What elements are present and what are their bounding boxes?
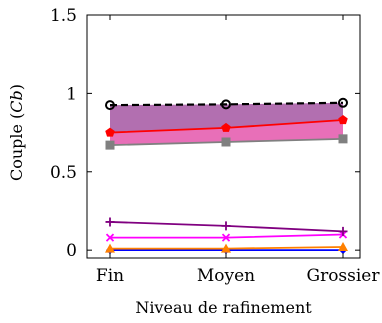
series-0-point-1 — [221, 99, 231, 110]
series-2-point-0 — [105, 140, 115, 150]
series-3 — [105, 217, 348, 236]
series-5 — [105, 242, 348, 253]
series-1 — [105, 115, 348, 137]
y-tick-label-0: 0 — [66, 241, 77, 261]
series-layer — [105, 97, 348, 255]
y-tick-label-2: 1 — [66, 84, 77, 104]
plot-area-frame — [86, 14, 361, 259]
series-3-point-2 — [338, 226, 348, 236]
y-tick-label-3: 1.5 — [50, 6, 77, 26]
series-5-point-1 — [221, 243, 231, 253]
y-axis-title: Couple (Cb) — [7, 84, 26, 181]
series-1-point-2 — [338, 115, 348, 125]
series-1-point-0 — [105, 127, 115, 137]
series-1-point-1 — [221, 122, 231, 132]
series-5-point-0 — [105, 243, 115, 253]
y-tick-label-1: 0.5 — [50, 163, 77, 183]
x-tick-label-0: Fin — [96, 266, 124, 286]
band-1 — [110, 120, 343, 146]
y-axis-title-suffix: ) — [7, 84, 26, 90]
series-4 — [105, 230, 348, 242]
x-axis: Fin Moyen Grossier — [96, 15, 380, 286]
y-axis: 0 0.5 1 1.5 — [50, 6, 360, 261]
series-2-point-2 — [338, 134, 348, 144]
x-tick-label-1: Moyen — [197, 266, 255, 286]
y-axis-title-prefix: Couple ( — [7, 113, 26, 181]
x-tick-label-2: Grossier — [306, 266, 380, 286]
series-2-point-1 — [221, 137, 231, 147]
x-axis-title: Niveau de rafinement — [135, 298, 312, 317]
series-0-point-0 — [105, 100, 115, 111]
series-3-point-1 — [221, 221, 231, 231]
y-axis-title-symbol: Cb — [7, 90, 26, 112]
series-4-point-0 — [105, 233, 115, 242]
series-5-point-2 — [338, 242, 348, 252]
series-0-line — [109, 101, 344, 107]
series-0-point-2 — [338, 97, 348, 108]
series-0 — [105, 97, 348, 111]
series-2 — [105, 134, 348, 150]
series-3-point-0 — [105, 217, 115, 227]
series-4-point-1 — [221, 233, 231, 242]
